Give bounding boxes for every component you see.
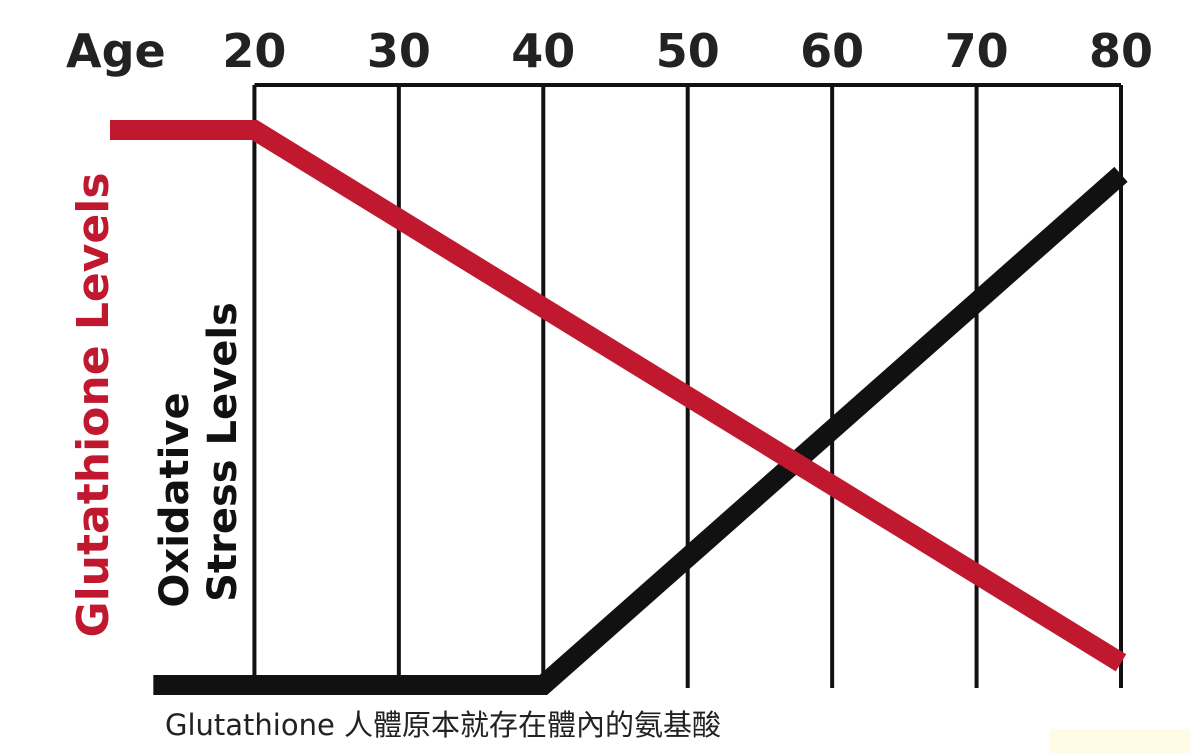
corner-highlight <box>1050 729 1190 753</box>
x-tick-60: 60 <box>800 24 864 78</box>
x-tick-20: 20 <box>222 24 286 78</box>
x-tick-labels: 20 30 40 50 60 70 80 <box>222 24 1153 78</box>
oxidative-stress-line <box>153 166 1128 695</box>
x-tick-70: 70 <box>945 24 1009 78</box>
caption: Glutathione 人體原本就存在體內的氨基酸 <box>165 708 722 742</box>
glutathione-levels-label: Glutathione Levels <box>68 172 119 637</box>
x-tick-40: 40 <box>511 24 575 78</box>
x-tick-30: 30 <box>367 24 431 78</box>
x-tick-50: 50 <box>656 24 720 78</box>
glutathione-levels-line <box>110 120 1127 672</box>
x-axis-label: Age <box>66 24 166 78</box>
series-lines <box>110 120 1128 695</box>
x-tick-80: 80 <box>1089 24 1153 78</box>
oxidative-label-line2: Stress Levels <box>200 302 246 602</box>
oxidative-label-line1: Oxidative <box>152 392 198 607</box>
